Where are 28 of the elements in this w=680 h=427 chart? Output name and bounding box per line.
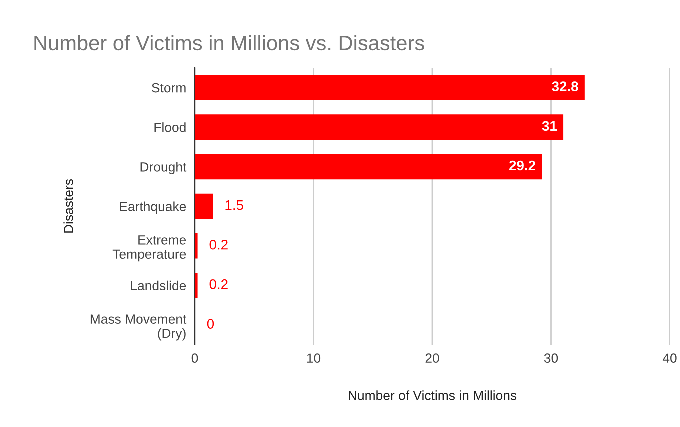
data-label: 0 <box>207 319 214 329</box>
bar <box>195 154 542 180</box>
data-label: 31 <box>542 121 558 132</box>
y-tick-label: Earthquake <box>120 202 186 214</box>
x-tick-label: 20 <box>426 354 440 364</box>
data-label: 1.5 <box>226 200 244 210</box>
data-label: 32.8 <box>552 82 578 92</box>
x-axis-title: Number of Victims in Millions <box>349 390 517 400</box>
data-label: 29.2 <box>510 160 536 171</box>
x-tick-label: 0 <box>192 354 198 364</box>
bar <box>195 233 198 259</box>
y-tick-label: Storm <box>152 83 186 93</box>
chart-title: Number of Victims in Millions vs. Disasters <box>34 35 424 51</box>
y-tick-label: Extreme Temperature <box>112 236 186 262</box>
y-tick-label: Flood <box>154 122 186 132</box>
y-tick-label: Drought <box>140 162 187 174</box>
x-tick-label: 40 <box>662 354 677 364</box>
bar <box>195 114 564 140</box>
y-tick-label: Mass Movement (Dry) <box>90 314 187 341</box>
bar <box>195 75 585 100</box>
data-label: 0.2 <box>210 280 228 290</box>
y-axis-title: Disasters <box>64 179 74 233</box>
bar <box>195 272 198 298</box>
bar <box>195 194 214 220</box>
y-tick-label: Landslide <box>131 280 186 291</box>
x-tick-label: 30 <box>544 354 558 364</box>
x-tick-label: 10 <box>307 354 321 364</box>
data-label: 0.2 <box>210 240 228 250</box>
